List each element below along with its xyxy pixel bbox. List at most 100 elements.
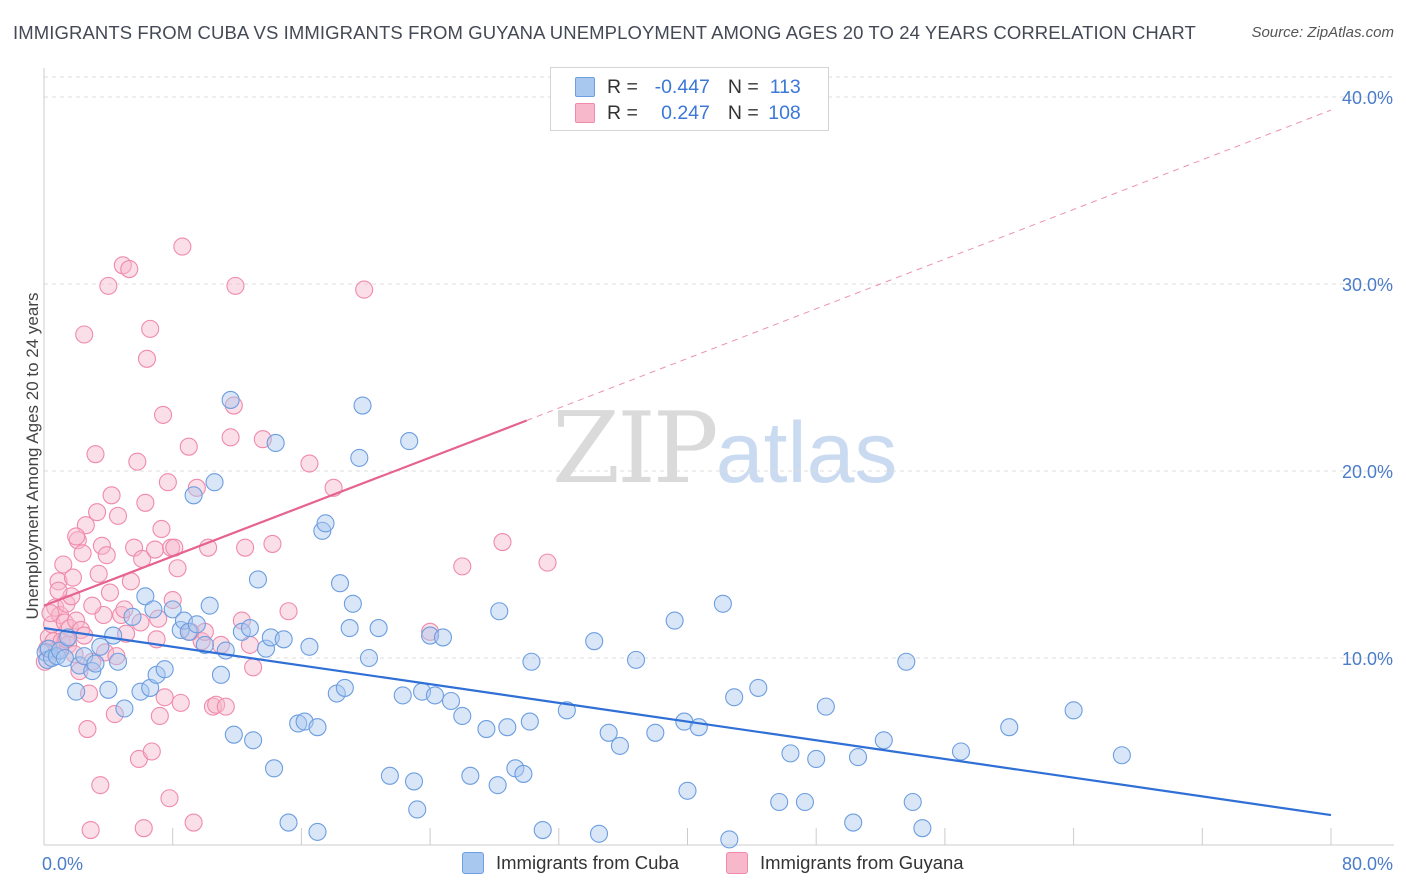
point-cuba — [453, 706, 472, 726]
point-cuba — [86, 654, 105, 673]
point-guyana — [263, 534, 282, 553]
point-guyana — [134, 819, 153, 838]
legend-n-cuba: 113 — [769, 75, 801, 98]
point-cuba — [816, 697, 835, 716]
point-guyana — [244, 658, 263, 677]
point-guyana — [108, 506, 128, 525]
point-cuba — [211, 665, 231, 684]
series-guyana-points — [35, 237, 557, 840]
legend-swatch-guyana — [575, 103, 595, 123]
point-guyana — [152, 519, 171, 539]
point-cuba — [678, 781, 697, 800]
point-guyana — [49, 572, 68, 591]
grid-lines — [44, 76, 1394, 659]
point-cuba — [274, 630, 293, 649]
point-cuba — [343, 594, 362, 613]
point-guyana — [453, 557, 472, 576]
point-cuba — [330, 574, 350, 593]
point-cuba — [1000, 718, 1019, 737]
point-guyana — [224, 396, 243, 415]
point-cuba — [585, 632, 604, 651]
y-tick-label: 10.0% — [1342, 649, 1393, 669]
point-guyana — [112, 605, 131, 625]
series-cuba-points — [36, 390, 1131, 849]
point-cuba — [408, 800, 427, 819]
point-guyana — [236, 538, 255, 557]
point-cuba — [141, 678, 160, 697]
stats-legend: R = -0.447 N = 113 R = 0.247 N = 108 — [550, 67, 829, 131]
point-guyana — [226, 276, 245, 295]
bottom-legend-swatch-cuba — [462, 852, 484, 874]
point-guyana — [168, 559, 187, 578]
axis-labels: 10.0% 20.0% 30.0% 40.0% 0.0% 80.0% Unemploymen… — [23, 88, 1393, 874]
point-cuba — [610, 736, 629, 755]
point-guyana — [145, 540, 165, 559]
point-guyana — [67, 527, 86, 546]
watermark-atlas: atlas — [715, 405, 898, 501]
point-guyana — [137, 349, 157, 368]
point-cuba — [216, 641, 235, 660]
point-cuba — [75, 647, 94, 666]
legend-r-label: R = — [607, 101, 638, 124]
point-cuba — [589, 824, 609, 843]
point-guyana — [150, 706, 169, 726]
legend-swatch-cuba — [575, 77, 595, 97]
point-cuba — [67, 682, 86, 701]
point-cuba — [248, 570, 268, 589]
point-cuba — [131, 682, 150, 701]
point-cuba — [441, 691, 461, 711]
point-cuba — [221, 390, 240, 409]
point-cuba — [335, 678, 354, 697]
point-cuba — [720, 830, 739, 849]
watermark-zip: ZIP — [552, 392, 719, 506]
point-guyana — [158, 473, 177, 492]
point-cuba — [393, 686, 412, 705]
point-guyana — [153, 405, 173, 424]
point-cuba — [665, 611, 684, 630]
point-cuba — [713, 594, 732, 613]
bottom-legend-label-guyana: Immigrants from Guyana — [760, 852, 964, 873]
point-guyana — [41, 604, 60, 623]
point-guyana — [91, 776, 110, 795]
point-cuba — [244, 731, 263, 750]
point-cuba — [770, 792, 789, 812]
point-guyana — [88, 503, 107, 522]
bottom-legend-label-cuba: Immigrants from Cuba — [496, 852, 679, 873]
point-cuba — [626, 650, 646, 669]
trend-lines — [43, 109, 1332, 817]
point-guyana — [63, 568, 83, 587]
point-cuba — [256, 639, 276, 658]
y-tick-label: 30.0% — [1342, 275, 1393, 295]
point-guyana — [203, 697, 222, 716]
point-cuba — [599, 723, 618, 742]
point-guyana — [171, 693, 190, 712]
point-cuba — [874, 731, 893, 750]
point-cuba — [316, 514, 335, 533]
point-guyana — [163, 590, 182, 610]
point-guyana — [120, 259, 139, 279]
point-guyana — [173, 237, 192, 256]
point-cuba — [279, 813, 298, 832]
legend-row-guyana: R = 0.247 N = 108 — [551, 100, 801, 126]
legend-n-label: N = — [727, 75, 759, 98]
point-cuba — [848, 748, 868, 767]
bottom-legend-swatch-guyana — [726, 852, 748, 874]
chart-source: Source: ZipAtlas.com — [1251, 24, 1394, 41]
point-guyana — [99, 276, 118, 295]
point-guyana — [184, 813, 203, 832]
point-guyana — [149, 609, 168, 628]
axes — [43, 68, 1394, 846]
point-cuba — [55, 648, 74, 668]
point-cuba — [184, 486, 203, 505]
point-cuba — [433, 628, 453, 647]
point-guyana — [83, 596, 102, 615]
legend-row-cuba: R = -0.447 N = 113 — [551, 74, 801, 100]
y-tick-label: 40.0% — [1342, 88, 1393, 108]
point-guyana — [279, 602, 298, 621]
point-cuba — [289, 714, 308, 733]
point-cuba — [308, 718, 327, 737]
point-guyana — [493, 533, 512, 552]
point-guyana — [216, 697, 235, 716]
point-cuba — [490, 602, 509, 621]
